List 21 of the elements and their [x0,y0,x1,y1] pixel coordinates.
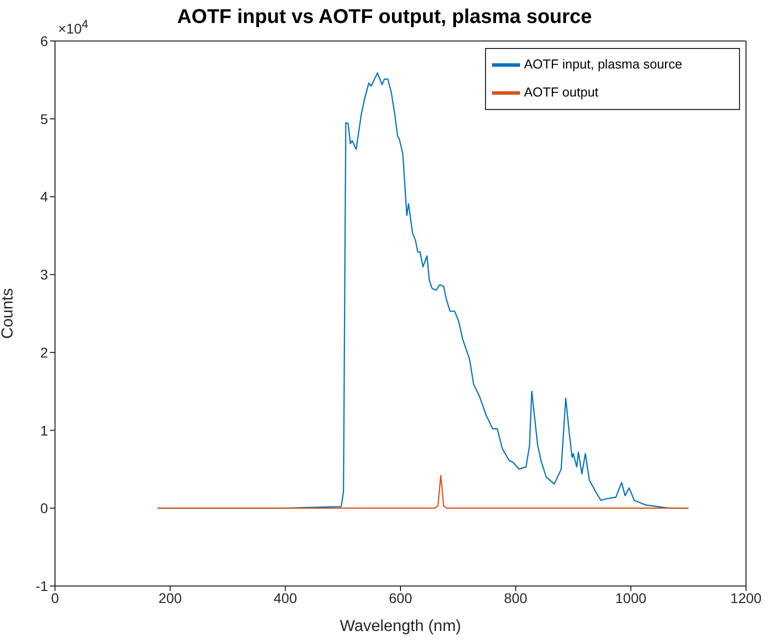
y-tick-label: 5 [40,110,48,127]
text: ×10$^{4}$ [58,18,88,37]
x-tick-label: 0 [51,590,60,606]
y-tick-label: 1 [40,422,48,438]
legend-label: AOTF output [524,84,598,100]
y-tick-label: 2 [40,344,48,360]
y-tick-label: 0 [40,500,48,516]
x-tick-label: 400 [274,590,298,606]
y-tick-label: 3 [40,266,48,283]
x-tick-label: 800 [504,590,528,606]
legend-label: AOTF input, plasma source [524,56,682,72]
x-tick-label: 600 [388,590,412,606]
x-tick-label: 1000 [615,590,647,606]
chart-title: AOTF input vs AOTF output, plasma source [177,6,592,28]
x-tick-label: 1200 [730,590,762,606]
y-axis-title: Counts [0,288,17,339]
x-axis-title: Wavelength (nm) [340,618,462,635]
x-tick-label: 200 [158,590,182,606]
y-tick-label: 4 [40,188,48,205]
y-tick-label: -1 [36,578,48,594]
y-tick-label: 6 [40,32,48,49]
